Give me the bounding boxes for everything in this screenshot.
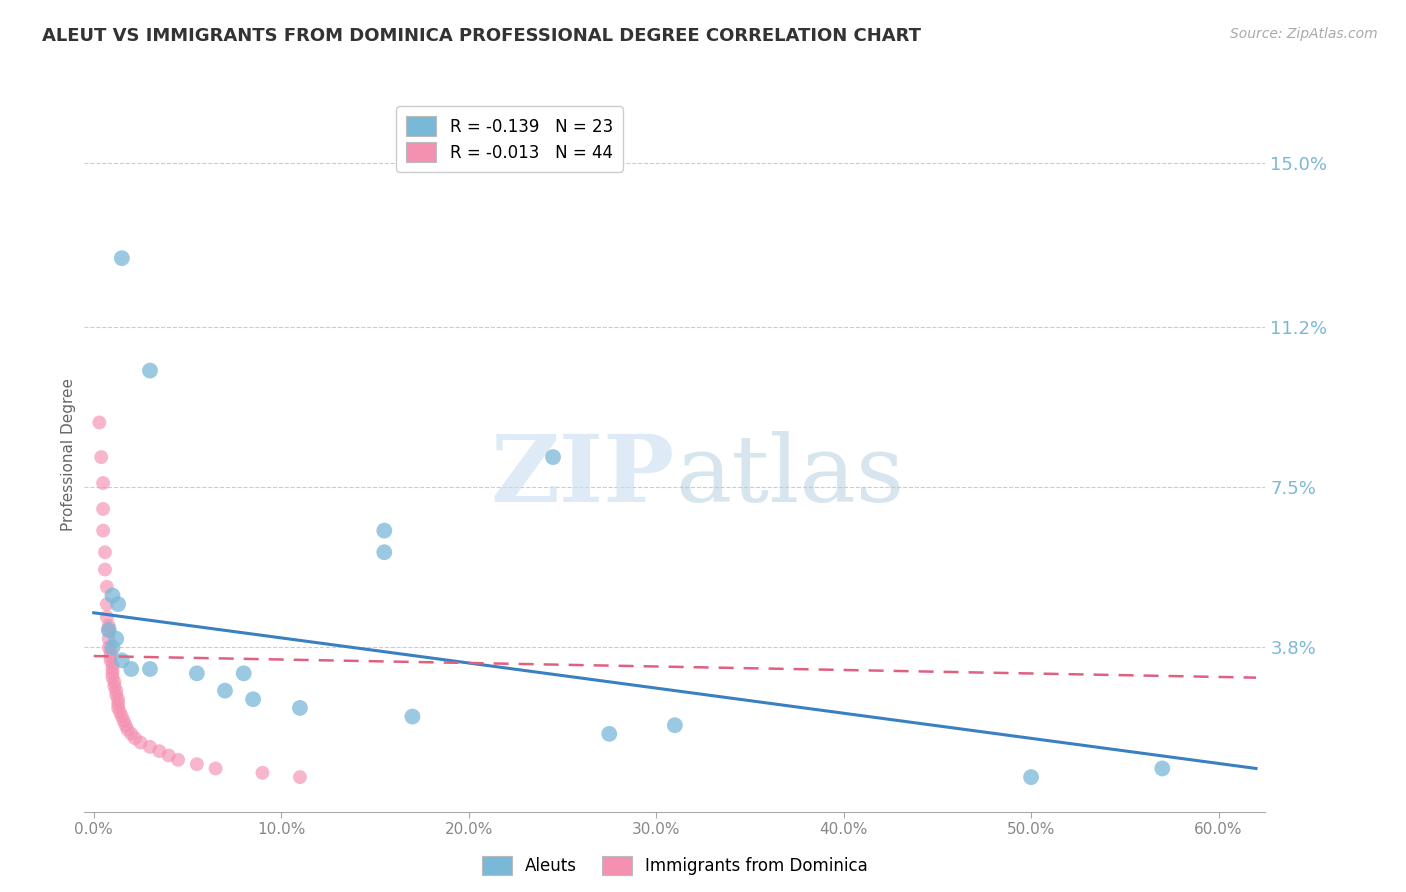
Point xyxy=(204,762,226,776)
Point xyxy=(111,251,134,265)
Point xyxy=(129,735,152,749)
Point xyxy=(96,610,118,624)
Text: ALEUT VS IMMIGRANTS FROM DOMINICA PROFESSIONAL DEGREE CORRELATION CHART: ALEUT VS IMMIGRANTS FROM DOMINICA PROFES… xyxy=(42,27,921,45)
Point xyxy=(90,450,112,464)
Point xyxy=(100,653,122,667)
Point xyxy=(373,524,395,538)
Point xyxy=(214,683,236,698)
Point xyxy=(91,524,114,538)
Point xyxy=(186,666,208,681)
Point xyxy=(167,753,190,767)
Point xyxy=(97,632,120,646)
Point xyxy=(117,723,139,737)
Point xyxy=(401,709,423,723)
Point xyxy=(541,450,564,464)
Point xyxy=(114,718,136,732)
Point xyxy=(107,697,129,711)
Point xyxy=(89,416,111,430)
Point xyxy=(97,640,120,655)
Point xyxy=(94,545,117,559)
Point xyxy=(139,662,162,676)
Point xyxy=(96,580,118,594)
Point xyxy=(148,744,170,758)
Point xyxy=(96,597,118,611)
Point xyxy=(94,562,117,576)
Point xyxy=(91,502,114,516)
Point xyxy=(97,623,120,637)
Point xyxy=(100,645,122,659)
Point xyxy=(288,701,311,715)
Point xyxy=(242,692,264,706)
Point xyxy=(101,666,124,681)
Point xyxy=(97,623,120,637)
Point xyxy=(139,363,162,377)
Point xyxy=(107,692,129,706)
Point xyxy=(111,709,134,723)
Point xyxy=(105,632,128,646)
Point xyxy=(157,748,180,763)
Point xyxy=(120,662,142,676)
Point xyxy=(97,619,120,633)
Point xyxy=(105,683,128,698)
Point xyxy=(101,640,124,655)
Point xyxy=(120,727,142,741)
Point xyxy=(101,589,124,603)
Point xyxy=(1019,770,1042,784)
Point xyxy=(100,648,122,663)
Point xyxy=(107,701,129,715)
Text: ZIP: ZIP xyxy=(491,432,675,521)
Point xyxy=(91,476,114,491)
Point xyxy=(108,705,131,719)
Point xyxy=(124,731,146,746)
Point xyxy=(103,679,125,693)
Point xyxy=(111,653,134,667)
Point xyxy=(107,597,129,611)
Point xyxy=(103,675,125,690)
Point xyxy=(232,666,254,681)
Point xyxy=(1152,762,1174,776)
Point xyxy=(101,671,124,685)
Text: Source: ZipAtlas.com: Source: ZipAtlas.com xyxy=(1230,27,1378,41)
Point xyxy=(186,757,208,772)
Y-axis label: Professional Degree: Professional Degree xyxy=(60,378,76,532)
Point xyxy=(101,657,124,672)
Point xyxy=(598,727,620,741)
Point xyxy=(252,765,274,780)
Legend: Aleuts, Immigrants from Dominica: Aleuts, Immigrants from Dominica xyxy=(475,849,875,882)
Point xyxy=(105,688,128,702)
Point xyxy=(288,770,311,784)
Point xyxy=(373,545,395,559)
Text: atlas: atlas xyxy=(675,432,904,521)
Point xyxy=(664,718,686,732)
Point xyxy=(112,714,135,728)
Point xyxy=(139,739,162,754)
Point xyxy=(101,662,124,676)
